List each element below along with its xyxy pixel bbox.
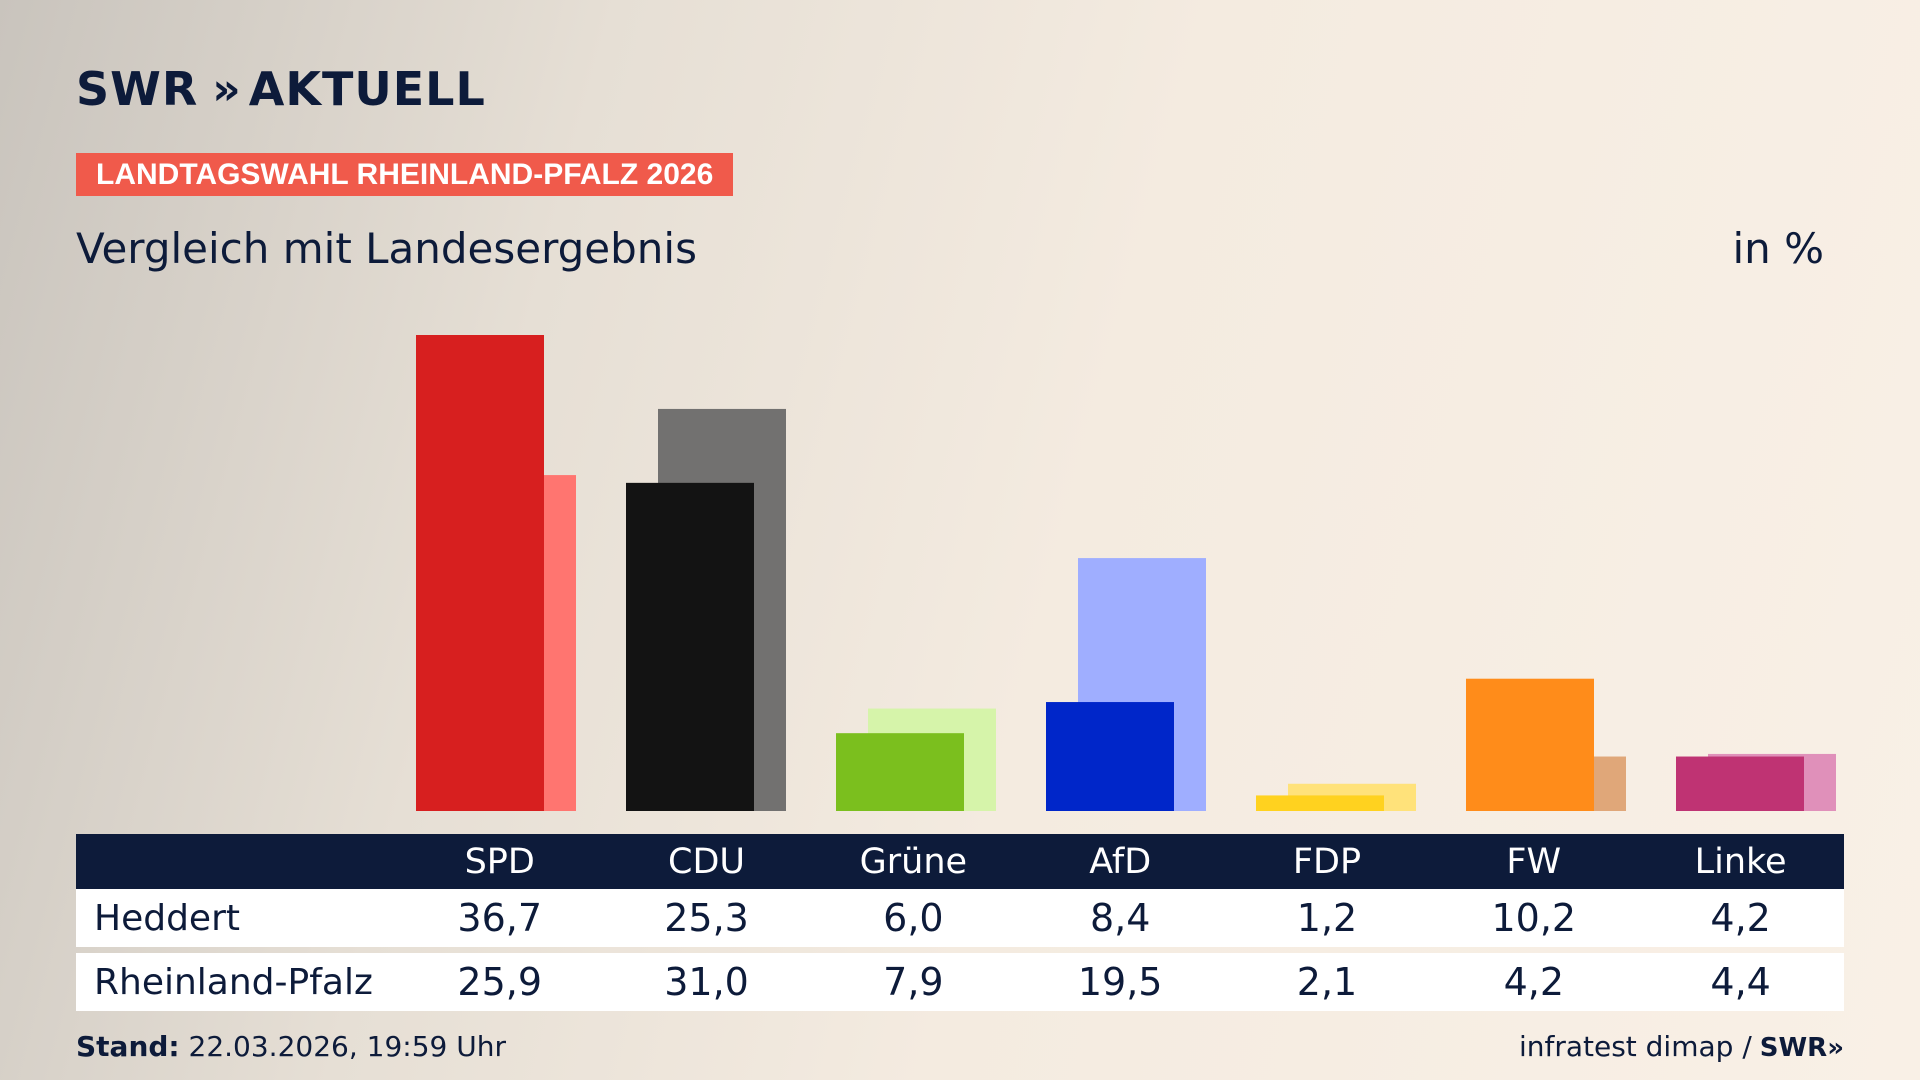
row-value: 31,0 [664,960,749,1004]
row-value: 4,2 [1710,896,1771,940]
bar-local-spd [416,335,544,811]
bar-chart [416,335,1836,811]
source-text: infratest dimap / [1518,1030,1752,1063]
row-value: 1,2 [1296,896,1358,940]
table-header-row: SPD CDU Grüne AfD FDP FW Linke [76,834,1844,889]
bar-local-cdu [626,482,754,811]
header-gruene: Grüne [859,841,968,882]
election-badge: LANDTAGSWAHL RHEINLAND-PFALZ 2026 [76,153,734,196]
stand-value: 22.03.2026, 19:59 Uhr [179,1030,506,1063]
table-row: Rheinland-Pfalz 25,9 31,0 7,9 19,5 2,1 4… [76,953,1844,1011]
chart-subtitle: Vergleich mit Landesergebnis [76,224,697,273]
header-linke: Linke [1694,841,1787,882]
bar-local-fdp [1256,795,1384,811]
bar-local-linke [1676,756,1804,811]
row-value: 36,7 [457,896,543,940]
table-row: Heddert 36,7 25,3 6,0 8,4 1,2 10,2 4,2 [76,889,1844,947]
row-value: 10,2 [1491,896,1577,940]
header-cdu: CDU [668,841,746,882]
bar-local-grüne [836,733,964,811]
row-value: 19,5 [1077,960,1163,1004]
unit-label: in % [1732,224,1824,273]
row-label: Rheinland-Pfalz [94,961,373,1003]
brand-aktuell: AKTUELL [248,62,486,116]
row-value: 25,9 [457,960,543,1004]
row-value: 2,1 [1296,960,1358,1004]
row-value: 4,2 [1503,960,1565,1004]
brand-swr: SWR [76,62,199,116]
header-afd: AfD [1089,841,1152,882]
row-value: 7,9 [883,960,944,1004]
results-table: SPD CDU Grüne AfD FDP FW Linke Heddert 3… [76,834,1844,1011]
row-value: 4,4 [1710,960,1771,1004]
bar-local-fw [1466,678,1594,811]
row-value: 8,4 [1089,896,1151,940]
header-fdp: FDP [1292,841,1362,882]
header-spd: SPD [464,841,535,882]
swr-aktuell-logo: SWR » AKTUELL [76,62,486,116]
row-value: 6,0 [883,896,944,940]
row-label: Heddert [94,897,240,939]
bar-local-afd [1046,702,1174,811]
row-value: 25,3 [664,896,749,940]
source-credit: infratest dimap / SWR» [1519,1030,1844,1063]
stand-label: Stand: [76,1030,180,1063]
header-fw: FW [1506,841,1562,882]
swr-small-logo: SWR» [1759,1033,1844,1063]
stand-timestamp: Stand: 22.03.2026, 19:59 Uhr [76,1030,506,1063]
